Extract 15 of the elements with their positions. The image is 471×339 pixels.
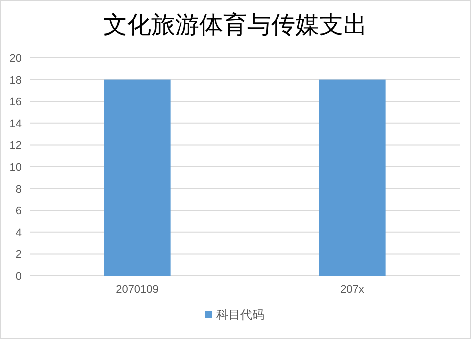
y-tick-label: 10: [10, 162, 22, 174]
y-tick-label: 6: [16, 206, 22, 218]
y-tick-label: 12: [10, 140, 22, 152]
y-tick-label: 4: [16, 227, 22, 240]
y-tick-label: 0: [16, 271, 22, 283]
y-tick-label: 8: [16, 184, 22, 196]
y-tick-label: 14: [10, 118, 22, 130]
y-tick-label: 16: [10, 96, 22, 109]
y-tick-label: 20: [10, 53, 22, 65]
y-tick-label: 2: [16, 249, 22, 262]
chart-title: 文化旅游体育与传媒支出: [104, 12, 368, 39]
legend-label: 科目代码: [216, 308, 264, 322]
x-tick-label: 207x: [340, 284, 365, 296]
x-tick-label: 2070109: [116, 284, 159, 296]
y-tick-label: 18: [10, 74, 22, 87]
